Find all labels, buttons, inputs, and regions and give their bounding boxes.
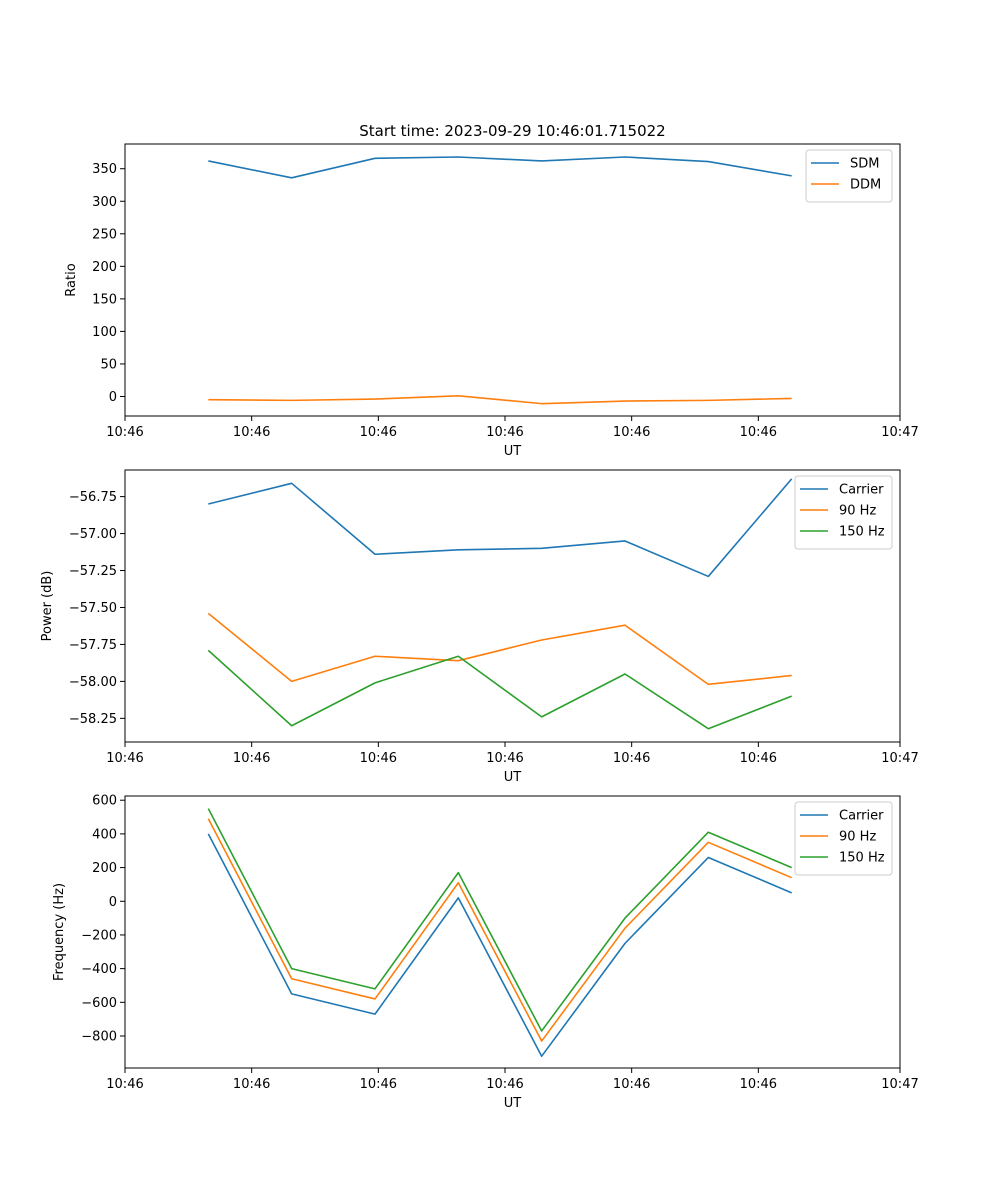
y-tick-label: −57.75 bbox=[69, 638, 117, 653]
x-tick-label: 10:46 bbox=[106, 425, 143, 440]
y-axis-label: Power (dB) bbox=[40, 571, 55, 642]
y-tick-label: 200 bbox=[92, 861, 117, 876]
y-tick-label: −56.75 bbox=[69, 490, 117, 505]
axes-frame bbox=[124, 469, 901, 743]
legend-label: 90 Hz bbox=[839, 830, 876, 845]
series-line-90-hz bbox=[207, 818, 792, 1042]
x-tick-label: 10:46 bbox=[360, 425, 397, 440]
legend: Carrier 90 Hz 150 Hz bbox=[794, 475, 893, 550]
legend-label: 150 Hz bbox=[839, 525, 885, 540]
y-tick-label: −800 bbox=[81, 1030, 117, 1045]
axes-frame bbox=[124, 795, 901, 1069]
x-tick-label: 10:46 bbox=[740, 751, 777, 766]
y-tick-label: 200 bbox=[92, 260, 117, 275]
x-tick-label: 10:46 bbox=[233, 425, 270, 440]
y-tick-label: −58.00 bbox=[69, 675, 117, 690]
x-tick-label: 10:46 bbox=[360, 751, 397, 766]
y-axis-label: Frequency (Hz) bbox=[52, 883, 67, 981]
x-tick-label: 10:46 bbox=[106, 751, 143, 766]
y-tick-label: −57.50 bbox=[69, 601, 117, 616]
x-tick-label: 10:46 bbox=[740, 1077, 777, 1092]
axes-frame bbox=[124, 143, 901, 417]
series-line-150-hz bbox=[207, 649, 792, 730]
legend-label: 90 Hz bbox=[839, 504, 876, 519]
legend-label: SDM bbox=[850, 157, 879, 172]
x-tick-label: 10:46 bbox=[486, 1077, 523, 1092]
chart-panel-1: Start time: 2023-09-29 10:46:01.715022 10… bbox=[64, 122, 919, 459]
x-tick-label: 10:46 bbox=[486, 751, 523, 766]
y-tick-label: −57.25 bbox=[69, 564, 117, 579]
y-tick-label: −400 bbox=[81, 962, 117, 977]
series-line-150-hz bbox=[207, 808, 792, 1032]
x-axis-label: UT bbox=[504, 770, 522, 785]
y-tick-label: 0 bbox=[109, 895, 117, 910]
x-tick-label: 10:47 bbox=[881, 751, 918, 766]
x-tick-label: 10:46 bbox=[233, 1077, 270, 1092]
x-tick-label: 10:46 bbox=[613, 1077, 650, 1092]
legend: SDM DDM bbox=[805, 149, 893, 203]
x-axis-label: UT bbox=[504, 444, 522, 459]
y-tick-label: −58.25 bbox=[69, 712, 117, 727]
chart-title: Start time: 2023-09-29 10:46:01.715022 bbox=[359, 122, 665, 140]
x-tick-label: 10:46 bbox=[486, 425, 523, 440]
chart-panel-3: 10:46 10:46 10:46 10:46 10:46 10:46 10:47 −800 −… bbox=[52, 794, 919, 1111]
y-tick-label: 100 bbox=[92, 325, 117, 340]
y-tick-label: 50 bbox=[100, 357, 117, 372]
legend-label: Carrier bbox=[839, 809, 884, 824]
y-axis-label: Ratio bbox=[64, 263, 79, 296]
y-tick-label: 350 bbox=[92, 162, 117, 177]
legend-label: Carrier bbox=[839, 483, 884, 498]
legend-label: 150 Hz bbox=[839, 851, 885, 866]
x-tick-label: 10:46 bbox=[613, 751, 650, 766]
series-line-carrier bbox=[207, 833, 792, 1058]
series-line-carrier bbox=[208, 478, 793, 578]
y-tick-label: 300 bbox=[92, 195, 117, 210]
y-tick-label: 150 bbox=[92, 292, 117, 307]
x-tick-label: 10:47 bbox=[881, 425, 918, 440]
legend-label: DDM bbox=[850, 178, 881, 193]
chart-panel-2: 10:46 10:46 10:46 10:46 10:46 10:46 10:47 −58.2… bbox=[40, 469, 919, 785]
x-tick-label: 10:47 bbox=[881, 1077, 918, 1092]
y-tick-label: −600 bbox=[81, 996, 117, 1011]
x-axis-label: UT bbox=[504, 1096, 522, 1111]
y-tick-label: 400 bbox=[92, 827, 117, 842]
x-tick-label: 10:46 bbox=[233, 751, 270, 766]
y-tick-label: 0 bbox=[109, 390, 117, 405]
legend: Carrier 90 Hz 150 Hz bbox=[794, 801, 893, 876]
y-tick-label: −57.00 bbox=[69, 527, 117, 542]
series-line-90-hz bbox=[207, 612, 792, 686]
y-tick-label: 250 bbox=[92, 227, 117, 242]
y-tick-label: 600 bbox=[92, 794, 117, 809]
x-tick-label: 10:46 bbox=[106, 1077, 143, 1092]
x-tick-label: 10:46 bbox=[360, 1077, 397, 1092]
y-tick-label: −200 bbox=[81, 928, 117, 943]
x-tick-label: 10:46 bbox=[740, 425, 777, 440]
x-tick-label: 10:46 bbox=[613, 425, 650, 440]
series-line-ddm bbox=[208, 395, 792, 405]
series-line-sdm bbox=[208, 156, 792, 179]
